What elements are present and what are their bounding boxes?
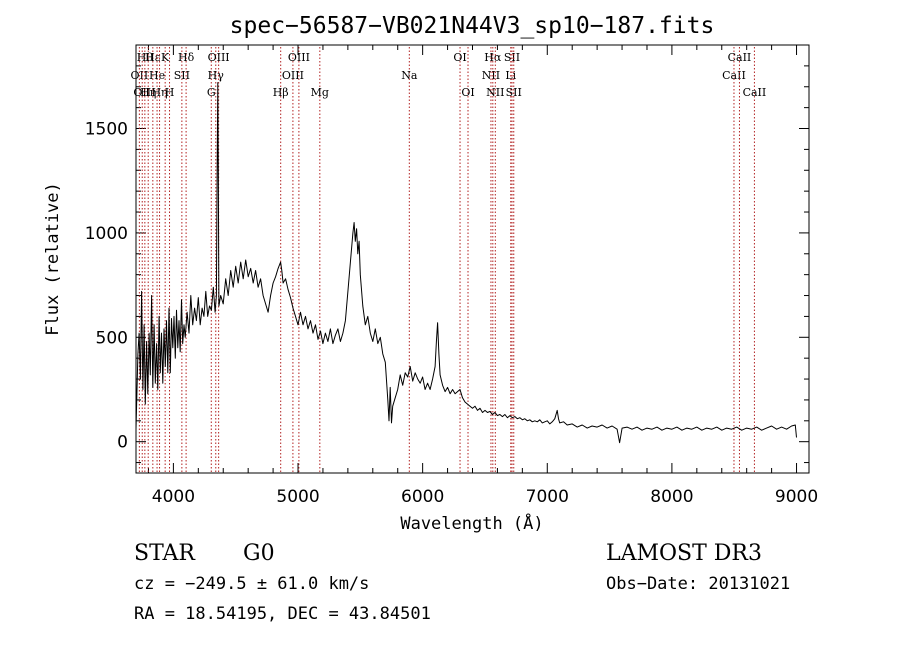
- line-markers: OII OII Hθ Hη Hε He Hη K H SII Hδ G Hγ OIII Hβ OIII OIII…: [131, 47, 767, 472]
- spectrum-line: [135, 82, 797, 444]
- x-tick-label: 7000: [526, 487, 569, 507]
- y-axis-label: Flux (relative): [43, 182, 63, 336]
- y-tick-label: 1000: [85, 224, 128, 244]
- line-label: NII: [486, 86, 504, 99]
- line-label: CaII: [722, 69, 746, 82]
- line-label: OII: [133, 86, 151, 99]
- line-label: OII: [131, 69, 149, 82]
- observation-date: Obs−Date: 20131021: [606, 574, 791, 594]
- line-label: OIII: [208, 51, 230, 64]
- x-tick-label: 9000: [775, 487, 818, 507]
- line-label: CaII: [728, 51, 752, 64]
- axes: 4000 5000 6000 7000 8000 9000 0 500 1000 1500: [85, 44, 818, 507]
- line-label: Hβ: [273, 86, 289, 99]
- chart-title: spec−56587−VB021N44V3_sp10−187.fits: [230, 13, 715, 39]
- line-label: OI: [453, 51, 466, 64]
- coordinates-readout: RA = 18.54195, DEC = 43.84501: [134, 604, 431, 624]
- line-label: Hδ: [178, 51, 195, 64]
- line-label: OIII: [288, 51, 310, 64]
- line-label: K: [161, 51, 170, 64]
- y-tick-label: 0: [117, 433, 128, 453]
- x-tick-label: 6000: [401, 487, 444, 507]
- survey-name: LAMOST DR3: [606, 541, 762, 566]
- y-tick-label: 500: [96, 328, 128, 348]
- line-label: Mg: [311, 86, 329, 99]
- line-label: Hη: [140, 86, 156, 99]
- line-label: Na: [401, 69, 418, 82]
- line-label: CaII: [743, 86, 767, 99]
- line-label: Hα: [484, 51, 502, 64]
- line-label: NII: [482, 69, 500, 82]
- line-label: He: [149, 69, 165, 82]
- line-label: H: [165, 86, 175, 99]
- x-tick-label: 4000: [152, 487, 195, 507]
- x-tick-label: 8000: [650, 487, 693, 507]
- object-class: STAR: [134, 541, 195, 566]
- line-label: Hη: [151, 86, 167, 99]
- line-label: SII: [506, 86, 522, 99]
- line-label: SII: [504, 51, 520, 64]
- line-label: Hγ: [208, 69, 225, 82]
- line-label: SII: [174, 69, 190, 82]
- x-tick-label: 5000: [276, 487, 319, 507]
- y-tick-label: 1500: [85, 120, 128, 140]
- velocity-readout: cz = −249.5 ± 61.0 km/s: [134, 574, 370, 594]
- line-label: Li: [505, 69, 516, 82]
- line-label: Hθ: [137, 51, 154, 64]
- line-label: Hε: [145, 51, 161, 64]
- line-label: OIII: [282, 69, 304, 82]
- spectrum-series: [135, 82, 797, 444]
- x-axis-label: Wavelength (Å): [400, 512, 543, 534]
- line-label: OI: [461, 86, 474, 99]
- object-subclass: G0: [243, 541, 275, 566]
- line-label: G: [207, 86, 216, 99]
